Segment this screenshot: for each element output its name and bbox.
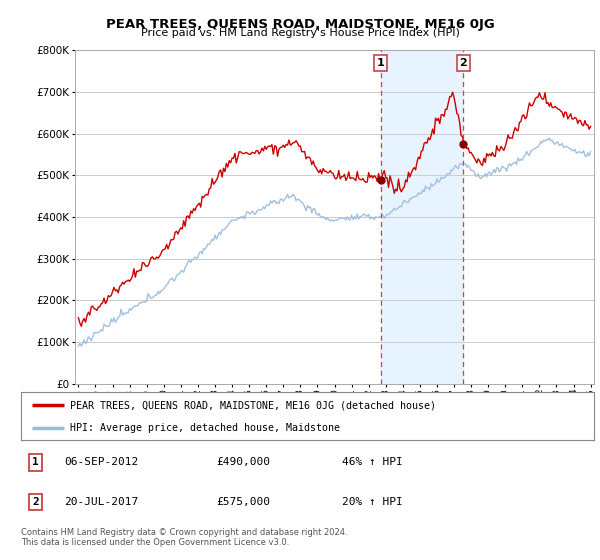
Text: 2: 2 [32, 497, 39, 507]
Text: 2: 2 [460, 58, 467, 68]
Text: PEAR TREES, QUEENS ROAD, MAIDSTONE, ME16 0JG: PEAR TREES, QUEENS ROAD, MAIDSTONE, ME16… [106, 18, 494, 31]
Text: PEAR TREES, QUEENS ROAD, MAIDSTONE, ME16 0JG (detached house): PEAR TREES, QUEENS ROAD, MAIDSTONE, ME16… [70, 400, 436, 410]
Text: £575,000: £575,000 [216, 497, 270, 507]
Bar [381, 50, 463, 384]
Text: HPI: Average price, detached house, Maidstone: HPI: Average price, detached house, Maid… [70, 423, 340, 433]
Text: Contains HM Land Registry data © Crown copyright and database right 2024.
This d: Contains HM Land Registry data © Crown c… [21, 528, 347, 547]
Text: 1: 1 [377, 58, 385, 68]
Text: £490,000: £490,000 [216, 458, 270, 468]
Text: Price paid vs. HM Land Registry's House Price Index (HPI): Price paid vs. HM Land Registry's House … [140, 28, 460, 38]
Text: 20-JUL-2017: 20-JUL-2017 [64, 497, 138, 507]
Text: 06-SEP-2012: 06-SEP-2012 [64, 458, 138, 468]
Text: 1: 1 [32, 458, 39, 468]
Text: 20% ↑ HPI: 20% ↑ HPI [342, 497, 403, 507]
Text: 46% ↑ HPI: 46% ↑ HPI [342, 458, 403, 468]
